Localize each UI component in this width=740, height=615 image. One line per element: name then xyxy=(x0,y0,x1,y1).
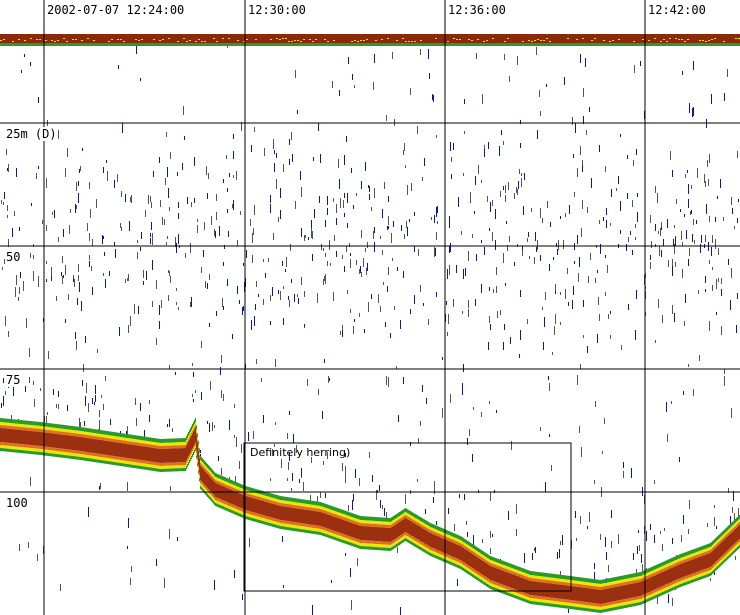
depth-label: 75 xyxy=(5,373,22,387)
herring-annotation: Definitely herring) xyxy=(250,446,351,459)
depth-label: 100 xyxy=(5,496,29,510)
time-tick-label: 12:30:00 xyxy=(247,3,307,17)
time-tick-label: 12:42:00 xyxy=(647,3,707,17)
depth-label: 50 xyxy=(5,250,22,264)
depth-label: 25m (D) xyxy=(5,127,58,141)
time-tick-label: 12:36:00 xyxy=(447,3,507,17)
herring-selection-box[interactable] xyxy=(243,442,572,592)
time-start-label: 2002-07-07 12:24:00 xyxy=(46,3,186,17)
surface-band xyxy=(0,34,740,46)
